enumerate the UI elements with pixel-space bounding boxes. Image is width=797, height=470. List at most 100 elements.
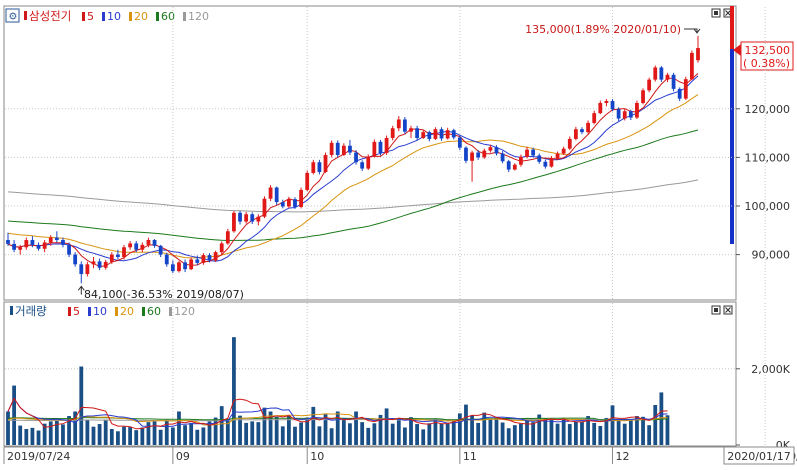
price-tick-label: 90,000 (752, 249, 791, 262)
candle-body (439, 129, 444, 139)
candle-body (341, 145, 346, 155)
volume-bar (24, 428, 29, 445)
maximize-icon-inner (714, 308, 718, 312)
candle-body (641, 90, 645, 103)
candle-body (690, 52, 694, 80)
legend-marker (129, 12, 132, 21)
candle-body (48, 237, 53, 243)
volume-bar (103, 419, 108, 445)
volume-bar (170, 427, 175, 445)
high-annotation: 135,000(1.89% 2020/01/10) (525, 23, 681, 36)
volume-bar (555, 423, 560, 445)
volume-bar (42, 423, 47, 445)
volume-bar (354, 411, 358, 445)
volume-bar (189, 422, 194, 445)
candle-body (323, 154, 328, 172)
volume-bar (653, 404, 658, 445)
candle-body (396, 119, 401, 129)
close-icon-glyph (725, 307, 731, 313)
volume-bar (177, 411, 181, 445)
candle-body (683, 79, 688, 99)
candle-body (659, 67, 664, 80)
candle-body (531, 149, 536, 156)
volume-bar (384, 408, 389, 445)
candle-body (415, 128, 420, 138)
volume-bar (91, 426, 96, 445)
price-range-bar (730, 6, 734, 244)
volume-bar (36, 430, 41, 445)
candle-body (372, 141, 377, 157)
x-tick-label: 12 (616, 450, 630, 463)
volume-bar (390, 423, 395, 445)
volume-bar (323, 414, 328, 445)
volume-bar (567, 424, 572, 445)
volume-bar (573, 421, 578, 445)
volume-bar (73, 411, 78, 445)
ma120-line (7, 179, 699, 213)
volume-bar (140, 427, 145, 445)
candle-body (54, 237, 59, 241)
price-tick-label: 120,000 (745, 103, 791, 116)
candle-body (128, 243, 133, 248)
volume-bar (445, 423, 450, 445)
legend-label-120: 120 (188, 10, 209, 23)
candle-body (85, 264, 90, 275)
volume-bar (488, 418, 493, 445)
volume-bar (219, 406, 224, 445)
volume-bar (506, 428, 511, 445)
volume-bar (274, 416, 279, 445)
candle-body (207, 255, 212, 261)
legend-marker (82, 12, 85, 21)
candle-body (604, 101, 609, 103)
volume-bar (109, 428, 114, 445)
candle-body (512, 164, 517, 170)
legend-marker (142, 307, 145, 316)
volume-bar (396, 420, 401, 445)
candle-body (256, 216, 261, 222)
high-annotation-group: 135,000(1.89% 2020/01/10) (525, 23, 701, 36)
end-date: 2020/01/17 (727, 450, 790, 463)
candle-body (329, 142, 334, 155)
volume-bar (268, 411, 273, 445)
volume-series-marker (10, 306, 13, 315)
volume-bar (30, 427, 35, 445)
current-change: ( 0.38%) (743, 57, 790, 70)
legend-label-5: 5 (73, 305, 80, 318)
price-title: 삼성전기 (29, 9, 71, 23)
candle-body (244, 214, 249, 222)
candle-body (122, 247, 126, 258)
volume-bar (635, 416, 639, 445)
ma5-line (7, 73, 699, 267)
volume-bar (97, 424, 102, 445)
volume-bar (409, 417, 413, 445)
price-ma-legend: 5 10 20 60 120 (82, 10, 209, 23)
volume-bar (164, 419, 169, 445)
candle-body (286, 199, 291, 207)
candle-body (201, 255, 206, 263)
volume-bar (549, 419, 554, 445)
candle-body (482, 150, 487, 158)
volume-bar (616, 419, 621, 445)
volume-bar (134, 430, 139, 445)
candle-body (580, 129, 584, 133)
volume-bar (641, 416, 645, 445)
volume-bar (116, 431, 120, 445)
volume-bar (280, 426, 285, 445)
candlesticks (6, 35, 700, 284)
price-legend: ⚙ 삼성전기 (5, 8, 71, 23)
candle-body (421, 132, 426, 138)
candle-body (109, 254, 114, 262)
candle-body (549, 158, 554, 167)
high-annotation-pointer (684, 28, 701, 34)
chart-settings-icon[interactable] (5, 8, 20, 23)
volume-bar (543, 418, 548, 445)
volume-bar (183, 425, 187, 445)
volume-bar (122, 426, 126, 445)
candle-body (116, 254, 120, 258)
low-annotation-group: 84,100(-36.53% 2019/08/07) (77, 285, 244, 301)
volume-bar (525, 420, 529, 445)
volume-bar (561, 419, 566, 445)
candle-body (79, 264, 84, 275)
legend-marker (156, 12, 159, 21)
